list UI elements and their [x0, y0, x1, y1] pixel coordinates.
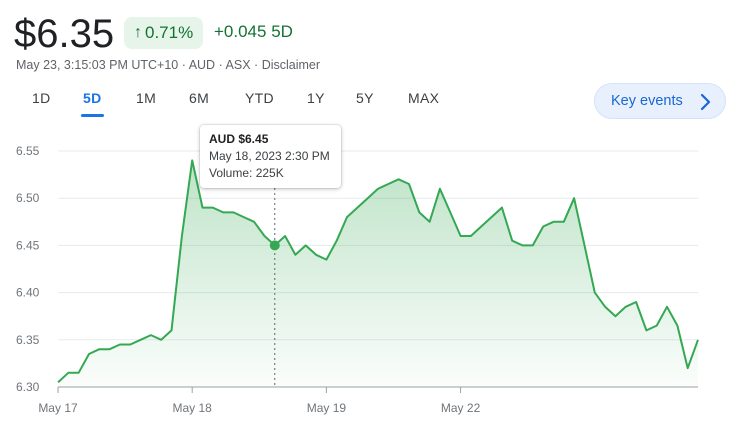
tab-1m[interactable]: 1M	[136, 90, 157, 106]
arrow-up-icon: ↑	[134, 24, 142, 41]
price-area	[58, 160, 698, 387]
price-line	[57, 159, 699, 384]
tooltip-volume: Volume: 225K	[209, 166, 284, 180]
change-percent-badge: ↑ 0.71%	[124, 17, 204, 49]
tooltip-datetime: May 18, 2023 2:30 PM	[209, 149, 330, 163]
y-tick-label: 6.30	[16, 380, 40, 394]
exchange: ASX	[225, 58, 251, 72]
tab-5d[interactable]: 5D	[81, 90, 103, 117]
y-tick-label: 6.35	[16, 333, 40, 347]
meta-separator: ·	[218, 58, 223, 72]
hover-tooltip: AUD $6.45 May 18, 2023 2:30 PM Volume: 2…	[200, 125, 341, 188]
y-tick-label: 6.50	[16, 191, 40, 205]
tab-1y[interactable]: 1Y	[307, 90, 325, 106]
key-events-label: Key events	[611, 93, 683, 109]
tab-6m[interactable]: 6M	[189, 90, 210, 106]
tab-ytd[interactable]: YTD	[245, 90, 274, 106]
change-percent: 0.71%	[145, 23, 194, 42]
x-axis-ticks: May 17 May 18 May 19 May 22	[38, 387, 481, 415]
y-tick-label: 6.55	[16, 144, 40, 158]
x-tick-label: May 17	[38, 401, 78, 415]
key-events-button[interactable]: Key events	[594, 83, 726, 119]
hover-point	[269, 240, 280, 251]
y-tick-label: 6.40	[16, 286, 40, 300]
change-absolute: +0.045 5D	[214, 22, 293, 41]
disclaimer-link[interactable]: Disclaimer	[261, 58, 321, 72]
y-tick-label: 6.45	[16, 238, 40, 252]
quote-meta: May 23, 3:15:03 PM UTC+10 · AUD · ASX · …	[16, 58, 320, 72]
x-tick-label: May 19	[307, 401, 347, 415]
x-tick-label: May 18	[173, 401, 213, 415]
meta-separator: ·	[181, 58, 186, 72]
meta-separator: ·	[254, 58, 259, 72]
y-axis-labels: 6.55 6.50 6.45 6.40 6.35 6.30	[16, 144, 40, 394]
timestamp: May 23, 3:15:03 PM UTC+10	[16, 58, 179, 72]
tab-max[interactable]: MAX	[408, 90, 440, 106]
x-tick-label: May 22	[441, 401, 481, 415]
tab-5y[interactable]: 5Y	[356, 90, 374, 106]
current-price: $6.35	[14, 12, 115, 56]
tooltip-price: AUD $6.45	[209, 132, 269, 146]
tab-1d[interactable]: 1D	[32, 90, 51, 106]
currency: AUD	[188, 58, 216, 72]
chevron-right-icon	[699, 93, 711, 116]
